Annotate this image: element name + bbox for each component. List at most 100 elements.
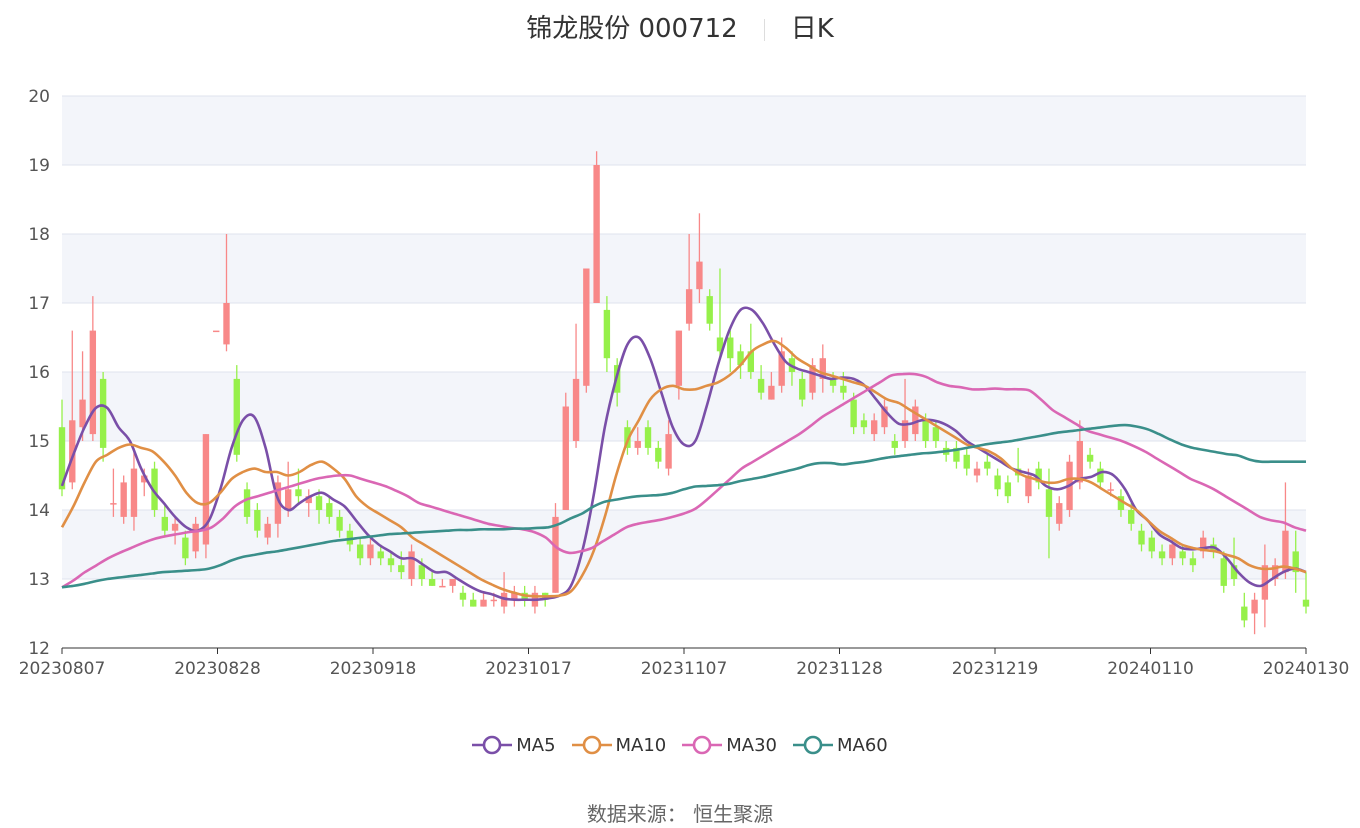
candle-body	[1035, 468, 1042, 483]
ma-line-ma60	[61, 423, 1306, 589]
candle-body	[665, 434, 672, 469]
y-tick-label: 20	[28, 87, 50, 107]
candle-body	[685, 289, 693, 324]
candle-body	[891, 441, 898, 448]
candle-body	[1025, 475, 1032, 497]
candle-body	[1148, 537, 1155, 552]
legend-item-ma30[interactable]: MA30	[682, 734, 777, 756]
x-tick-label: 20231017	[485, 659, 572, 679]
candle-body	[757, 378, 765, 393]
y-tick-label: 12	[28, 639, 50, 659]
candle-body	[747, 351, 755, 372]
candle-body	[295, 489, 302, 497]
candle-body	[1241, 606, 1248, 621]
candle-body	[1169, 544, 1176, 559]
candle-body	[994, 475, 1001, 490]
y-tick-label: 15	[28, 432, 50, 452]
candle-body	[151, 468, 158, 510]
legend-marker-icon	[682, 735, 723, 755]
candle-body	[459, 592, 467, 600]
candle-body	[1179, 551, 1186, 559]
candlestick-chart: 12 13 14 15 16 17 18 19 20 20230807 20230828 202309…	[19, 87, 1350, 679]
x-tick-label: 20240130	[1263, 659, 1350, 679]
stock-name: 锦龙股份 000712	[526, 14, 738, 44]
candle-body	[634, 441, 641, 448]
candle-body	[963, 454, 970, 469]
candle-body	[871, 420, 878, 435]
candle-body	[1086, 454, 1094, 462]
candle-body	[1200, 537, 1207, 552]
candle-body	[171, 523, 179, 531]
candle-body	[254, 510, 261, 531]
candle-body	[264, 523, 271, 538]
y-tick-label: 13	[28, 570, 50, 590]
legend-item-ma10[interactable]: MA10	[571, 734, 666, 756]
candle-body	[1107, 489, 1114, 491]
candle-body	[1220, 558, 1227, 586]
candle-body	[428, 579, 436, 586]
candle-body	[696, 261, 703, 290]
x-tick-label: 20231107	[641, 659, 728, 679]
candle-body	[562, 406, 569, 510]
candle-body	[932, 427, 940, 441]
candle-body	[922, 420, 929, 441]
candle-body	[572, 378, 580, 441]
legend-item-ma60[interactable]: MA60	[793, 734, 888, 756]
candle-body	[99, 378, 107, 448]
candle-body	[58, 427, 66, 490]
candle-body	[716, 337, 724, 352]
x-tick-label: 20230828	[174, 659, 261, 679]
candle-body	[603, 309, 611, 359]
candle-body	[367, 544, 374, 559]
candle-body	[192, 523, 199, 552]
candle-body	[439, 585, 446, 588]
candle-body	[110, 503, 117, 505]
chart-title: 锦龙股份 000712 日K	[0, 8, 1360, 45]
candle-body	[1045, 489, 1053, 517]
candle-body	[130, 468, 138, 517]
x-tick-label: 20230807	[19, 659, 106, 679]
candle-body	[901, 420, 909, 441]
candle-body	[768, 385, 775, 400]
candle-body	[356, 544, 364, 559]
x-tick-label: 20231128	[796, 659, 883, 679]
candle-body	[799, 378, 806, 400]
candle-body	[881, 406, 888, 428]
candle-body	[284, 489, 292, 510]
candle-body	[161, 516, 168, 531]
legend-marker-icon	[571, 735, 612, 755]
grid-band	[62, 510, 1306, 579]
candle-body	[737, 351, 744, 366]
legend-item-ma5[interactable]: MA5	[472, 734, 556, 756]
candle-body	[1271, 565, 1279, 579]
candle-body	[346, 530, 354, 545]
y-tick-label: 19	[28, 156, 50, 176]
x-tick-label: 20231219	[952, 659, 1039, 679]
candle-body	[1158, 551, 1166, 559]
candle-body	[1282, 530, 1289, 573]
candle-body	[387, 558, 395, 566]
y-tick-label: 14	[28, 501, 50, 521]
legend-label: MA60	[837, 734, 888, 756]
candle-body	[120, 482, 127, 517]
candle-body	[1056, 503, 1063, 524]
candle-body	[593, 165, 600, 303]
candle-body	[1230, 565, 1238, 579]
candle-body	[912, 406, 919, 435]
candle-body	[326, 503, 333, 517]
candle-body	[1004, 482, 1012, 497]
candle-body	[973, 468, 981, 476]
candle-body	[89, 330, 97, 435]
candle-body	[1076, 441, 1084, 483]
ma-line-ma10	[60, 339, 1307, 598]
candle-body	[243, 489, 251, 517]
candle-body	[583, 268, 590, 386]
y-tick-label: 16	[28, 363, 50, 383]
legend: MA5 MA10 MA30 MA60	[0, 734, 1360, 756]
candle-body	[850, 399, 857, 428]
ma-line-ma5	[60, 306, 1307, 602]
candle-body	[449, 579, 456, 586]
candle-body	[809, 365, 816, 393]
candle-body	[274, 482, 282, 524]
y-tick-label: 17	[28, 294, 50, 314]
